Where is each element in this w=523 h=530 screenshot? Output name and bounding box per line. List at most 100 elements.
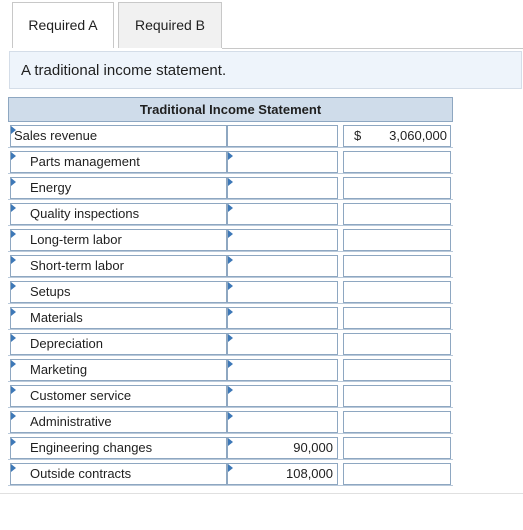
expense-amount-field[interactable]: 90,000 — [227, 437, 338, 459]
expense-total-field[interactable] — [343, 177, 451, 199]
expense-label: Quality inspections — [30, 206, 140, 221]
expense-amount-field[interactable] — [227, 203, 338, 225]
expense-label-field[interactable]: Depreciation — [10, 333, 227, 355]
expense-label: Engineering changes — [30, 440, 153, 455]
sales-revenue-amount-field[interactable]: $ 3,060,000 — [343, 125, 451, 147]
expense-total-field[interactable] — [343, 333, 451, 355]
expense-total-field[interactable] — [343, 437, 451, 459]
expense-label-field[interactable]: Energy — [10, 177, 227, 199]
expense-total-field[interactable] — [343, 229, 451, 251]
expense-amount: 90,000 — [293, 440, 333, 455]
expense-total-field[interactable] — [343, 359, 451, 381]
expense-amount-field[interactable] — [227, 229, 338, 251]
expense-total-field[interactable] — [343, 255, 451, 277]
tab-required-a[interactable]: Required A — [12, 2, 114, 48]
expense-total-field[interactable] — [343, 411, 451, 433]
expense-label-field[interactable]: Outside contracts — [10, 463, 227, 485]
expense-row: Short-term labor — [8, 252, 453, 278]
expense-row: Marketing — [8, 356, 453, 382]
expense-rows: Parts management Energy Quality inspection… — [8, 148, 453, 486]
expense-amount-field[interactable] — [227, 385, 338, 407]
tab-required-b[interactable]: Required B — [118, 2, 222, 48]
input-flag-icon — [228, 308, 233, 316]
input-flag-icon — [228, 464, 233, 472]
sales-revenue-mid-field[interactable] — [227, 125, 338, 147]
expense-amount-field[interactable] — [227, 255, 338, 277]
expense-label-field[interactable]: Quality inspections — [10, 203, 227, 225]
expense-total-field[interactable] — [343, 307, 451, 329]
expense-label: Depreciation — [30, 336, 103, 351]
expense-label: Long-term labor — [30, 232, 122, 247]
input-flag-icon — [11, 282, 16, 290]
input-flag-icon — [228, 256, 233, 264]
sales-revenue-label-field[interactable]: Sales revenue — [10, 125, 227, 147]
expense-amount-field[interactable]: 108,000 — [227, 463, 338, 485]
expense-label-field[interactable]: Parts management — [10, 151, 227, 173]
input-flag-icon — [11, 152, 16, 160]
expense-label-field[interactable]: Long-term labor — [10, 229, 227, 251]
sales-revenue-row: Sales revenue $ 3,060,000 — [8, 122, 453, 148]
statement-title: Traditional Income Statement — [8, 97, 453, 122]
expense-label-field[interactable]: Setups — [10, 281, 227, 303]
tab-divider — [222, 48, 523, 49]
expense-label-field[interactable]: Materials — [10, 307, 227, 329]
expense-label-field[interactable]: Engineering changes — [10, 437, 227, 459]
sales-revenue-label: Sales revenue — [14, 128, 98, 143]
input-flag-icon — [228, 282, 233, 290]
expense-label: Short-term labor — [30, 258, 124, 273]
expense-amount-field[interactable] — [227, 411, 338, 433]
expense-label: Parts management — [30, 154, 140, 169]
expense-total-field[interactable] — [343, 463, 451, 485]
currency-symbol: $ — [354, 128, 362, 143]
input-flag-icon — [11, 386, 16, 394]
expense-row: Engineering changes 90,000 — [8, 434, 453, 460]
expense-amount: 108,000 — [286, 466, 333, 481]
expense-amount-field[interactable] — [227, 307, 338, 329]
tab-bar: Required A Required B — [0, 0, 523, 50]
input-flag-icon — [11, 230, 16, 238]
expense-label-field[interactable]: Short-term labor — [10, 255, 227, 277]
bottom-divider — [0, 493, 523, 494]
expense-label: Outside contracts — [30, 466, 132, 481]
input-flag-icon — [228, 386, 233, 394]
expense-row: Materials — [8, 304, 453, 330]
input-flag-icon — [228, 230, 233, 238]
expense-label-field[interactable]: Marketing — [10, 359, 227, 381]
expense-label-field[interactable]: Administrative — [10, 411, 227, 433]
expense-amount-field[interactable] — [227, 281, 338, 303]
expense-row: Depreciation — [8, 330, 453, 356]
expense-row: Customer service — [8, 382, 453, 408]
expense-total-field[interactable] — [343, 385, 451, 407]
expense-label: Setups — [30, 284, 71, 299]
expense-amount-field[interactable] — [227, 333, 338, 355]
input-flag-icon — [11, 334, 16, 342]
expense-label: Administrative — [30, 414, 112, 429]
input-flag-icon — [11, 308, 16, 316]
input-flag-icon — [11, 464, 16, 472]
input-flag-icon — [228, 152, 233, 160]
expense-amount-field[interactable] — [227, 359, 338, 381]
income-statement-table: Traditional Income Statement Sales reven… — [8, 97, 453, 486]
expense-row: Quality inspections — [8, 200, 453, 226]
input-flag-icon — [11, 256, 16, 264]
expense-total-field[interactable] — [343, 203, 451, 225]
expense-row: Energy — [8, 174, 453, 200]
expense-label: Customer service — [30, 388, 132, 403]
input-flag-icon — [228, 334, 233, 342]
sales-revenue-amount: 3,060,000 — [389, 128, 447, 143]
expense-label-field[interactable]: Customer service — [10, 385, 227, 407]
input-flag-icon — [228, 360, 233, 368]
instruction-text: A traditional income statement. — [21, 62, 227, 79]
input-flag-icon — [11, 438, 16, 446]
input-flag-icon — [228, 178, 233, 186]
expense-amount-field[interactable] — [227, 177, 338, 199]
expense-total-field[interactable] — [343, 151, 451, 173]
expense-row: Administrative — [8, 408, 453, 434]
expense-row: Outside contracts 108,000 — [8, 460, 453, 486]
input-flag-icon — [228, 204, 233, 212]
input-flag-icon — [11, 412, 16, 420]
expense-label: Marketing — [30, 362, 88, 377]
expense-amount-field[interactable] — [227, 151, 338, 173]
expense-label: Materials — [30, 310, 83, 325]
expense-total-field[interactable] — [343, 281, 451, 303]
